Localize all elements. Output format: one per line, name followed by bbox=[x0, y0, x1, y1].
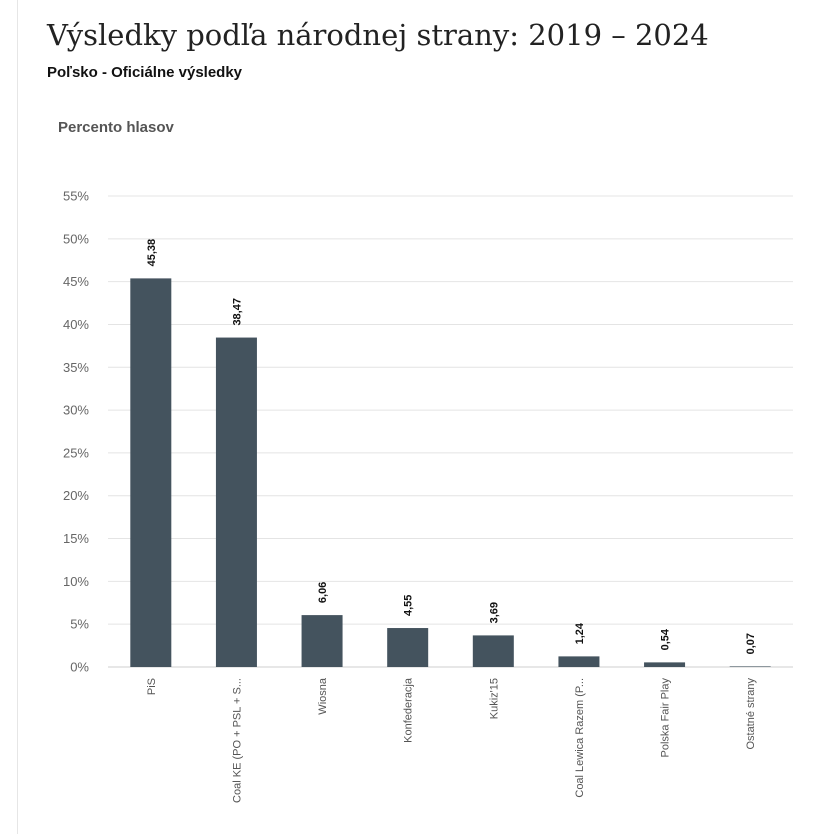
y-tick-label: 35% bbox=[63, 360, 89, 375]
data-label: 38,47 bbox=[231, 298, 243, 326]
bar bbox=[644, 662, 686, 667]
data-label: 0,07 bbox=[745, 633, 757, 654]
y-tick-label: 55% bbox=[63, 189, 89, 204]
y-axis-label: Percento hlasov bbox=[58, 119, 174, 136]
data-label: 3,69 bbox=[488, 602, 500, 623]
data-label: 1,24 bbox=[574, 622, 586, 644]
bar bbox=[130, 278, 172, 667]
data-label: 4,55 bbox=[403, 595, 415, 616]
category-labels: PiS Coal KE (PO + PSL + S... Wiosna Konfede… bbox=[146, 677, 757, 803]
bar bbox=[387, 628, 429, 667]
category-label: Polska Fair Play bbox=[660, 678, 672, 758]
data-label: 45,38 bbox=[146, 239, 158, 267]
data-labels: 45,38 38,47 6,06 4,55 3,69 1,24 0,54 0,07 bbox=[146, 239, 757, 655]
y-tick-label: 30% bbox=[63, 403, 89, 418]
chart-subtitle: Poľsko - Oficiálne výsledky bbox=[47, 64, 243, 81]
category-label: Coal Lewica Razem (P... bbox=[574, 678, 586, 798]
y-tick-label: 40% bbox=[63, 317, 89, 332]
y-tick-label: 15% bbox=[63, 531, 89, 546]
y-tick-label: 20% bbox=[63, 488, 89, 503]
category-label: PiS bbox=[146, 678, 158, 695]
data-label: 0,54 bbox=[660, 628, 672, 650]
bar bbox=[215, 337, 257, 667]
category-label: Wiosna bbox=[317, 677, 329, 715]
category-label: Coal KE (PO + PSL + S... bbox=[231, 678, 243, 803]
data-label: 6,06 bbox=[317, 582, 329, 603]
category-label: Konfederacja bbox=[403, 677, 415, 743]
y-tick-label: 0% bbox=[70, 660, 89, 675]
y-tick-label: 25% bbox=[63, 445, 89, 460]
y-tick-label: 5% bbox=[70, 617, 89, 632]
gridlines bbox=[108, 195, 793, 668]
y-tick-label: 45% bbox=[63, 274, 89, 289]
left-frame-line bbox=[17, 0, 18, 834]
y-tick-labels: 0% 5% 10% 15% 20% 25% 30% 35% 40% 45% 50% 55% bbox=[63, 189, 89, 675]
bar bbox=[558, 656, 600, 667]
bar bbox=[472, 635, 514, 667]
chart-title: Výsledky podľa národnej strany: 2019 – 2… bbox=[47, 18, 709, 52]
y-tick-label: 50% bbox=[63, 231, 89, 246]
category-label: Kukiz'15 bbox=[488, 678, 500, 719]
bar bbox=[729, 666, 771, 667]
bar bbox=[301, 615, 343, 667]
y-tick-label: 10% bbox=[63, 574, 89, 589]
bars bbox=[130, 278, 771, 667]
category-label: Ostatné strany bbox=[745, 678, 757, 750]
